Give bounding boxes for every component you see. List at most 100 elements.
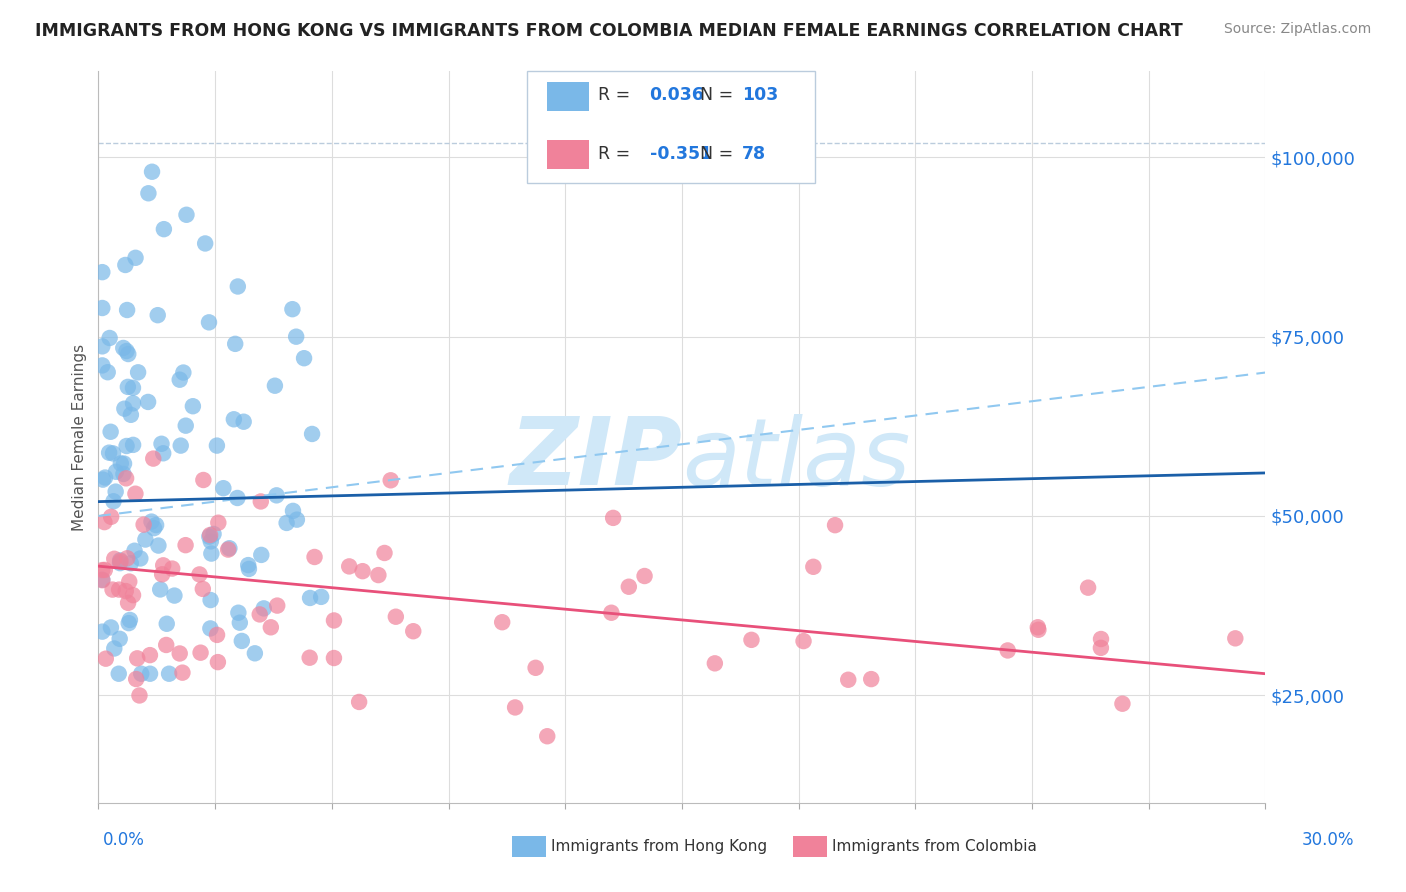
Point <box>1111 697 1133 711</box>
Point <box>323 614 346 628</box>
Point <box>194 236 217 251</box>
Text: Immigrants from Colombia: Immigrants from Colombia <box>832 839 1038 854</box>
Point <box>153 222 176 236</box>
Point <box>238 562 260 576</box>
Point <box>703 657 725 671</box>
Point <box>141 515 163 529</box>
Point <box>112 467 135 481</box>
Point <box>600 606 623 620</box>
Text: N =: N = <box>689 145 738 163</box>
Point <box>107 666 129 681</box>
Point <box>617 580 640 594</box>
Point <box>98 331 121 345</box>
Point <box>207 655 229 669</box>
Point <box>117 347 139 361</box>
Point <box>91 359 114 373</box>
Point <box>793 634 815 648</box>
Point <box>103 641 125 656</box>
Point <box>149 582 172 597</box>
Point <box>281 302 304 317</box>
Point <box>491 615 513 630</box>
Point <box>117 380 139 394</box>
Point <box>997 643 1019 657</box>
Point <box>112 401 135 416</box>
Point <box>124 251 146 265</box>
Point <box>181 399 204 413</box>
Point <box>132 517 155 532</box>
Point <box>120 408 142 422</box>
Point <box>141 165 163 179</box>
Text: 78: 78 <box>742 145 766 163</box>
Point <box>105 465 128 479</box>
Point <box>101 446 124 460</box>
Point <box>143 521 166 535</box>
Point <box>264 378 287 392</box>
Point <box>837 673 859 687</box>
Text: 103: 103 <box>742 87 779 104</box>
Point <box>91 301 114 315</box>
Point <box>323 651 346 665</box>
Point <box>115 439 138 453</box>
Point <box>97 365 120 379</box>
Point <box>402 624 425 639</box>
Point <box>108 556 131 570</box>
Point <box>352 564 374 578</box>
Point <box>1026 620 1049 634</box>
Point <box>127 365 149 379</box>
Point <box>100 620 122 634</box>
Point <box>231 634 253 648</box>
Point <box>250 548 273 562</box>
Point <box>163 589 186 603</box>
Point <box>91 473 114 487</box>
Text: atlas: atlas <box>682 414 910 505</box>
Point <box>222 412 245 426</box>
Point <box>114 584 136 599</box>
Point <box>94 470 117 484</box>
Point <box>145 518 167 533</box>
Point <box>138 186 160 201</box>
Point <box>174 538 197 552</box>
Point <box>218 541 240 556</box>
Point <box>152 558 174 573</box>
Point <box>150 437 173 451</box>
Point <box>169 647 191 661</box>
Point <box>200 593 222 607</box>
Point <box>633 569 655 583</box>
Point <box>1077 581 1099 595</box>
Point <box>125 672 148 686</box>
Point <box>148 539 170 553</box>
Point <box>226 279 249 293</box>
Point <box>100 509 122 524</box>
Point <box>115 303 138 318</box>
Point <box>128 689 150 703</box>
Text: -0.351: -0.351 <box>650 145 711 163</box>
Point <box>124 486 146 500</box>
Point <box>1225 632 1247 646</box>
Point <box>285 329 308 343</box>
Point <box>112 341 135 355</box>
Point <box>380 473 402 487</box>
Point <box>160 561 183 575</box>
Text: N =: N = <box>689 87 738 104</box>
Y-axis label: Median Female Earnings: Median Female Earnings <box>72 343 87 531</box>
Point <box>91 265 114 279</box>
Point <box>503 700 526 714</box>
Point <box>253 601 276 615</box>
Point <box>200 622 222 636</box>
Point <box>146 308 169 322</box>
Point <box>103 494 125 508</box>
Point <box>205 439 228 453</box>
Point <box>298 650 321 665</box>
Point <box>188 567 211 582</box>
Text: 0.0%: 0.0% <box>103 831 145 849</box>
Point <box>229 615 252 630</box>
Point <box>129 551 152 566</box>
Point <box>155 638 177 652</box>
Point <box>172 665 194 680</box>
Point <box>98 445 121 459</box>
Point <box>124 543 146 558</box>
Point <box>104 484 127 499</box>
Point <box>224 336 246 351</box>
Point <box>114 258 136 272</box>
Point <box>801 559 824 574</box>
